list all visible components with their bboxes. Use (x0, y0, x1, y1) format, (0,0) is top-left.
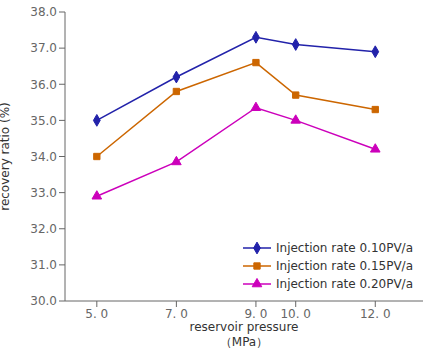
svg-text:12. 0: 12. 0 (360, 307, 391, 321)
svg-text:9. 0: 9. 0 (244, 307, 267, 321)
svg-text:38.0: 38.0 (30, 5, 57, 19)
svg-text:36.0: 36.0 (30, 78, 57, 92)
svg-text:35.0: 35.0 (30, 114, 57, 128)
svg-text:37.0: 37.0 (30, 41, 57, 55)
svg-text:30.0: 30.0 (30, 294, 57, 308)
html-text:Injection rate 0.10PV/a: Injection rate 0.10PV/a (276, 241, 413, 255)
html-text:Injection rate 0.15PV/a: Injection rate 0.15PV/a (276, 259, 413, 273)
html-text:Injection rate 0.20PV/a: Injection rate 0.20PV/a (276, 277, 413, 291)
svg-text:reservoir pressure（MPa）: reservoir pressure（MPa） (190, 320, 299, 349)
svg-text:10. 0: 10. 0 (280, 307, 311, 321)
svg-text:32.0: 32.0 (30, 222, 57, 236)
svg-text:5. 0: 5. 0 (85, 307, 108, 321)
svg-text:33.0: 33.0 (30, 186, 57, 200)
svg-text:34.0: 34.0 (30, 150, 57, 164)
svg-text:7. 0: 7. 0 (165, 307, 188, 321)
svg-text:31.0: 31.0 (30, 258, 57, 272)
svg-text:recovery ratio (%): recovery ratio (%) (8, 102, 12, 211)
